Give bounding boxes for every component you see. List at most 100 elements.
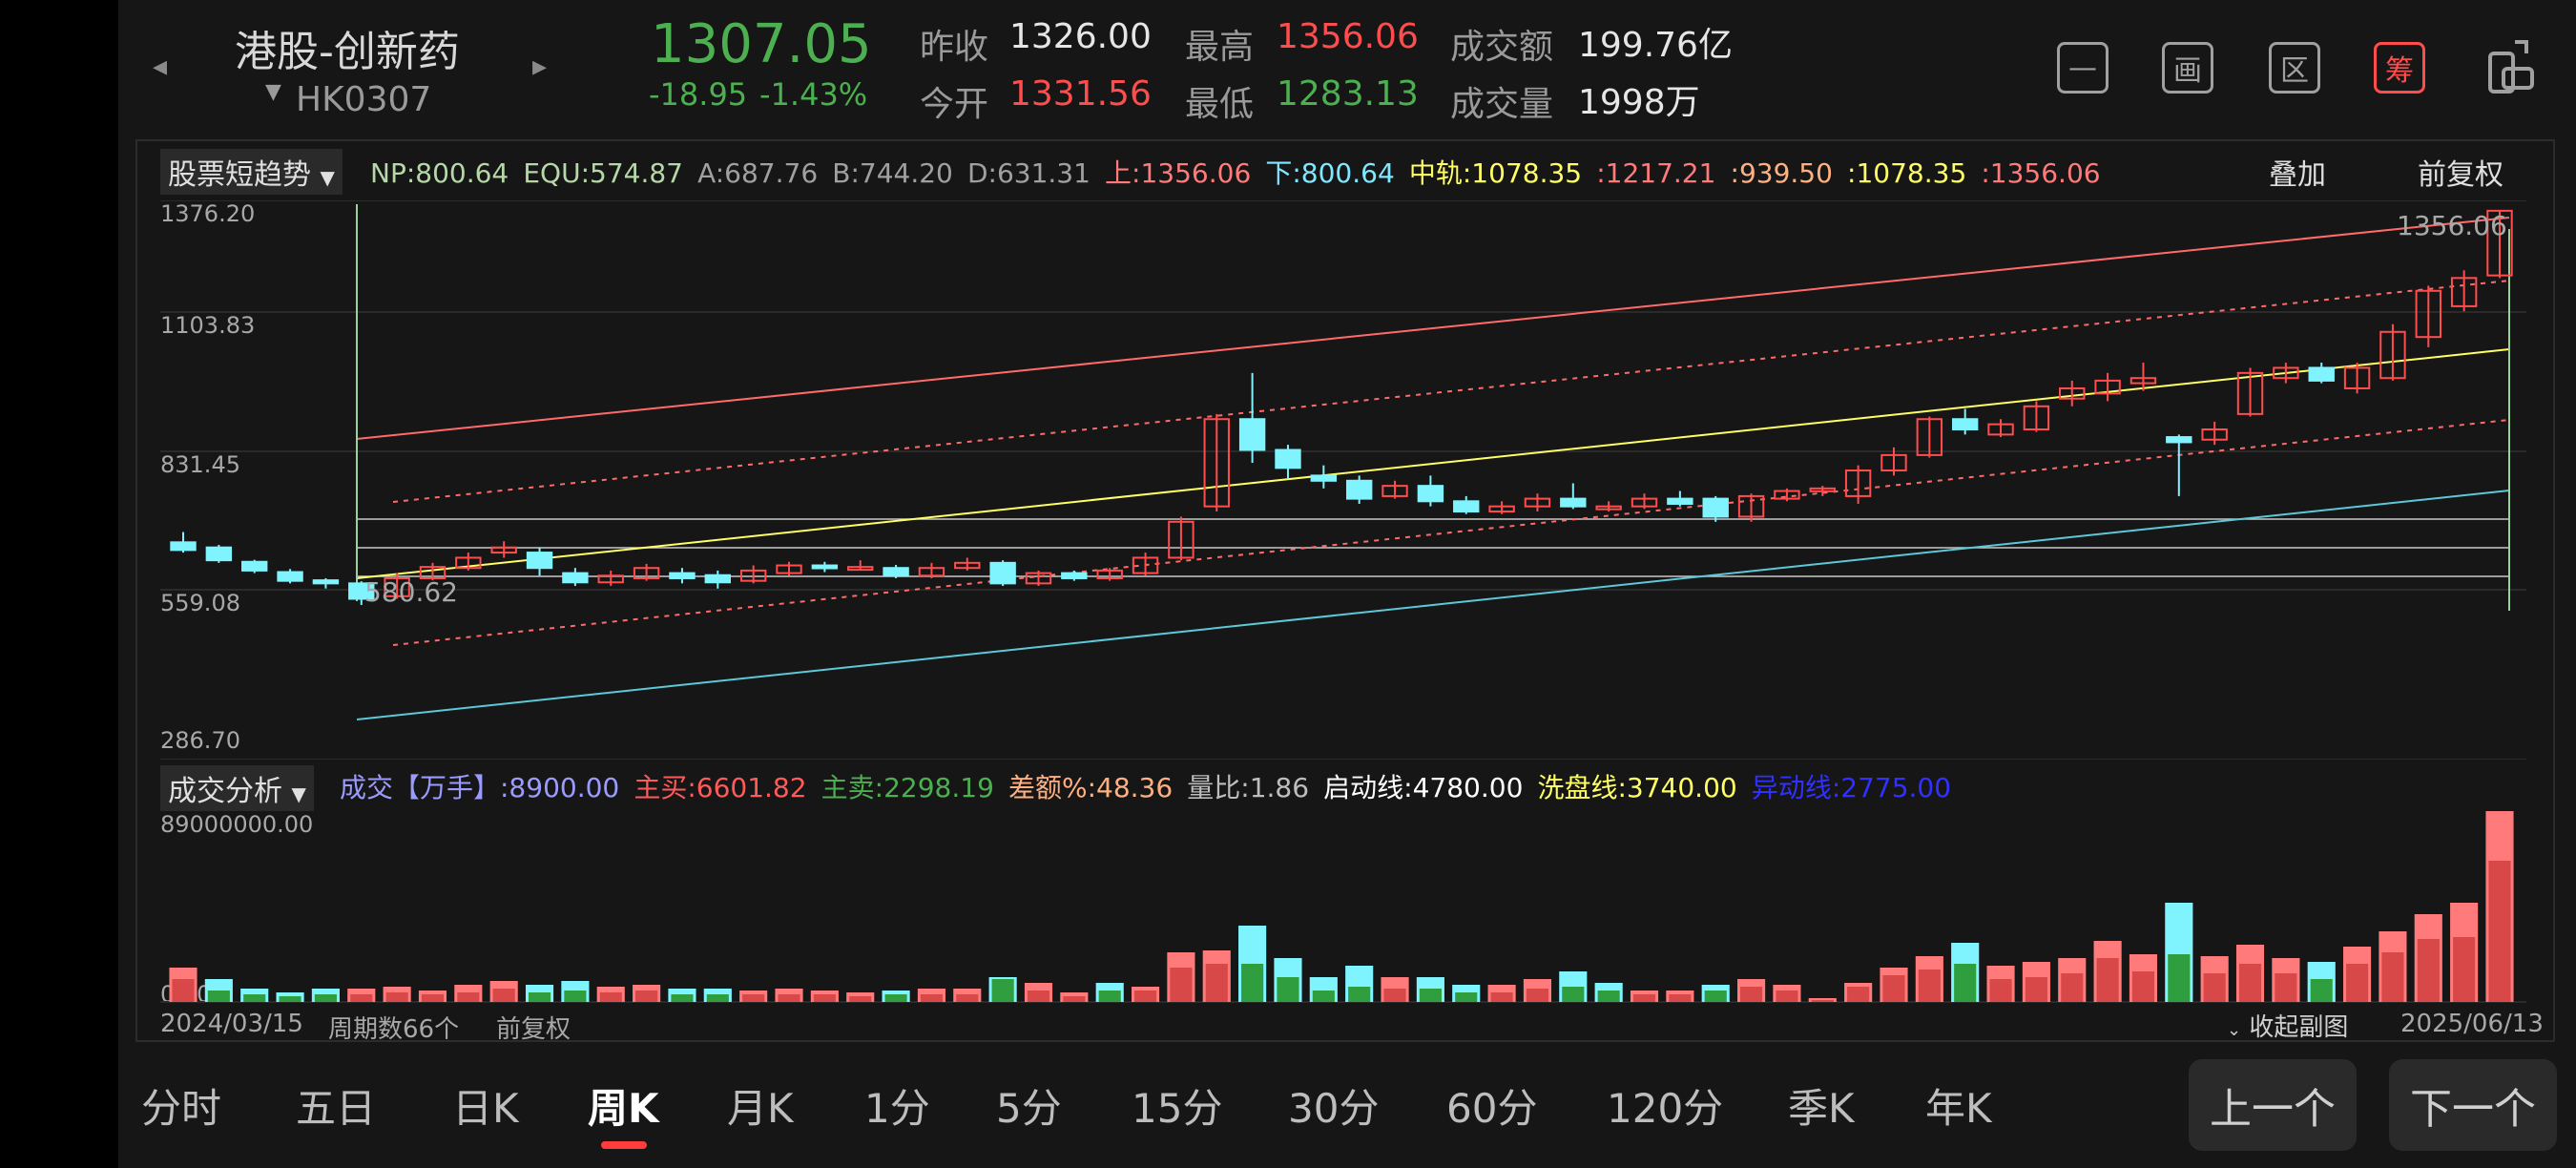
candle-body bbox=[1381, 485, 1408, 497]
tab-9[interactable]: 60分 bbox=[1446, 1085, 1538, 1132]
candle-body bbox=[1488, 505, 1515, 513]
volume-bar-inner bbox=[1847, 987, 1870, 1002]
candle-body bbox=[1203, 418, 1230, 508]
candle-body bbox=[918, 567, 945, 577]
collapse-subchart-label: 收起副图 bbox=[2249, 1013, 2349, 1042]
y-tick-4: 559.08 bbox=[160, 590, 240, 616]
volume-bar-inner bbox=[492, 989, 515, 1002]
prev-button[interactable]: 上一个 bbox=[2189, 1059, 2357, 1151]
legend-v3: :1078.35 bbox=[1847, 157, 1967, 189]
caret-down-icon[interactable]: ▼ bbox=[265, 80, 281, 104]
candle-body bbox=[2415, 289, 2441, 339]
tab-0[interactable]: 分时 bbox=[141, 1085, 222, 1132]
volume-bar-inner bbox=[457, 992, 480, 1002]
volume-bar-inner bbox=[279, 996, 301, 1002]
adjust-mode: 前复权 bbox=[496, 1015, 571, 1044]
legend-d: D:631.31 bbox=[966, 157, 1091, 189]
volume-bar-inner bbox=[2203, 973, 2226, 1002]
candle-body bbox=[1560, 497, 1587, 508]
tab-3[interactable]: 周K bbox=[588, 1085, 659, 1132]
volume-bar-inner bbox=[1063, 996, 1086, 1002]
last-price: 1307.05 bbox=[651, 13, 872, 75]
y-tick-5: 286.70 bbox=[160, 727, 240, 754]
open-label: 今开 bbox=[920, 85, 989, 124]
period-count: 周期数66个 bbox=[328, 1015, 460, 1044]
candle-body bbox=[1310, 474, 1338, 482]
candle-body bbox=[1025, 572, 1052, 585]
volume-bar-inner bbox=[2025, 977, 2047, 1002]
candle-body bbox=[1061, 572, 1088, 579]
volume-indicator-dropdown[interactable]: 成交分析 ▼ bbox=[160, 765, 314, 811]
volume-bar-inner bbox=[421, 994, 445, 1002]
stock-name: 港股-创新药 bbox=[235, 28, 460, 76]
volume-bar-inner bbox=[991, 979, 1014, 1002]
tab-1[interactable]: 五日 bbox=[296, 1085, 377, 1132]
volume-bar-inner bbox=[2275, 973, 2297, 1002]
minus-box-icon[interactable]: — bbox=[2057, 42, 2109, 94]
candle-body bbox=[1345, 479, 1373, 500]
tab-2[interactable]: 日K bbox=[452, 1085, 519, 1132]
legend-a: A:687.76 bbox=[697, 157, 819, 189]
candle-body bbox=[739, 569, 767, 582]
draw-button[interactable]: 画 bbox=[2162, 42, 2213, 94]
volume-chart[interactable] bbox=[160, 807, 2526, 1004]
tab-8[interactable]: 30分 bbox=[1288, 1085, 1380, 1132]
legend-start: 启动线:4780.00 bbox=[1323, 772, 1524, 803]
stock-code[interactable]: HK0307 bbox=[296, 80, 432, 119]
tab-6[interactable]: 5分 bbox=[996, 1085, 1062, 1132]
prev-stock-arrow-icon[interactable]: ◂ bbox=[153, 50, 168, 83]
volume-bar-inner bbox=[920, 994, 943, 1002]
volume-bar-inner bbox=[2096, 958, 2119, 1002]
candle-body bbox=[2166, 436, 2192, 444]
adjust-button[interactable]: 前复权 bbox=[2414, 151, 2507, 193]
candle-body bbox=[1774, 490, 1800, 500]
volume-bar-inner bbox=[706, 994, 729, 1002]
volume-bar-inner bbox=[884, 994, 907, 1002]
volume-bar-inner bbox=[956, 994, 979, 1002]
candle-body bbox=[2308, 366, 2335, 382]
candle-body bbox=[1844, 469, 1872, 497]
candle-body bbox=[1595, 505, 1622, 511]
tab-10[interactable]: 120分 bbox=[1607, 1085, 1724, 1132]
chip-button[interactable]: 筹 bbox=[2374, 42, 2425, 94]
next-button[interactable]: 下一个 bbox=[2389, 1059, 2557, 1151]
collapse-subchart-button[interactable]: ⌄ 收起副图 bbox=[2227, 1008, 2348, 1043]
volume-label: 成交量 bbox=[1450, 85, 1554, 124]
prev-close-value: 1326.00 bbox=[1009, 17, 1152, 56]
volume-bar-inner bbox=[1348, 987, 1371, 1002]
volume-bar-inner bbox=[599, 992, 622, 1002]
start-date: 2024/03/15 bbox=[160, 1010, 303, 1038]
volume-bar-inner bbox=[849, 996, 872, 1002]
volume-bar-inner bbox=[385, 992, 408, 1002]
candle-body bbox=[419, 566, 447, 579]
tab-5[interactable]: 1分 bbox=[864, 1085, 930, 1132]
candle-body bbox=[1096, 569, 1123, 579]
tab-4[interactable]: 月K bbox=[727, 1085, 794, 1132]
volume-value: 1998万 bbox=[1578, 83, 1700, 122]
tab-12[interactable]: 年K bbox=[1925, 1085, 1992, 1132]
volume-bar-inner bbox=[2131, 971, 2155, 1002]
volume-bar-inner bbox=[1954, 964, 1977, 1002]
candle-body bbox=[704, 574, 732, 584]
candle-body bbox=[2379, 330, 2406, 380]
range-button[interactable]: 区 bbox=[2269, 42, 2320, 94]
candle-body bbox=[241, 560, 268, 572]
rotate-screen-icon[interactable] bbox=[2477, 36, 2538, 97]
indicator-dropdown[interactable]: 股票短趋势 ▼ bbox=[160, 149, 343, 195]
overlay-button[interactable]: 叠加 bbox=[2265, 151, 2330, 193]
candle-body bbox=[847, 566, 874, 572]
next-stock-arrow-icon[interactable]: ▸ bbox=[532, 50, 548, 83]
volume-bar-inner bbox=[1740, 987, 1763, 1002]
tab-11[interactable]: 季K bbox=[1788, 1085, 1855, 1132]
price-change: -18.95 bbox=[649, 76, 748, 113]
volume-bar-inner bbox=[564, 991, 587, 1002]
volume-bar-inner bbox=[1776, 991, 1798, 1002]
tab-7[interactable]: 15分 bbox=[1132, 1085, 1223, 1132]
volume-indicator-label: 成交分析 bbox=[168, 775, 282, 808]
y-tick-3: 831.45 bbox=[160, 451, 240, 478]
volume-bar-inner bbox=[1669, 994, 1692, 1002]
volume-bar-inner bbox=[2417, 939, 2440, 1002]
candle-body bbox=[348, 582, 375, 600]
kline-chart[interactable] bbox=[160, 200, 2526, 760]
legend-v4: :1356.06 bbox=[1981, 157, 2101, 189]
